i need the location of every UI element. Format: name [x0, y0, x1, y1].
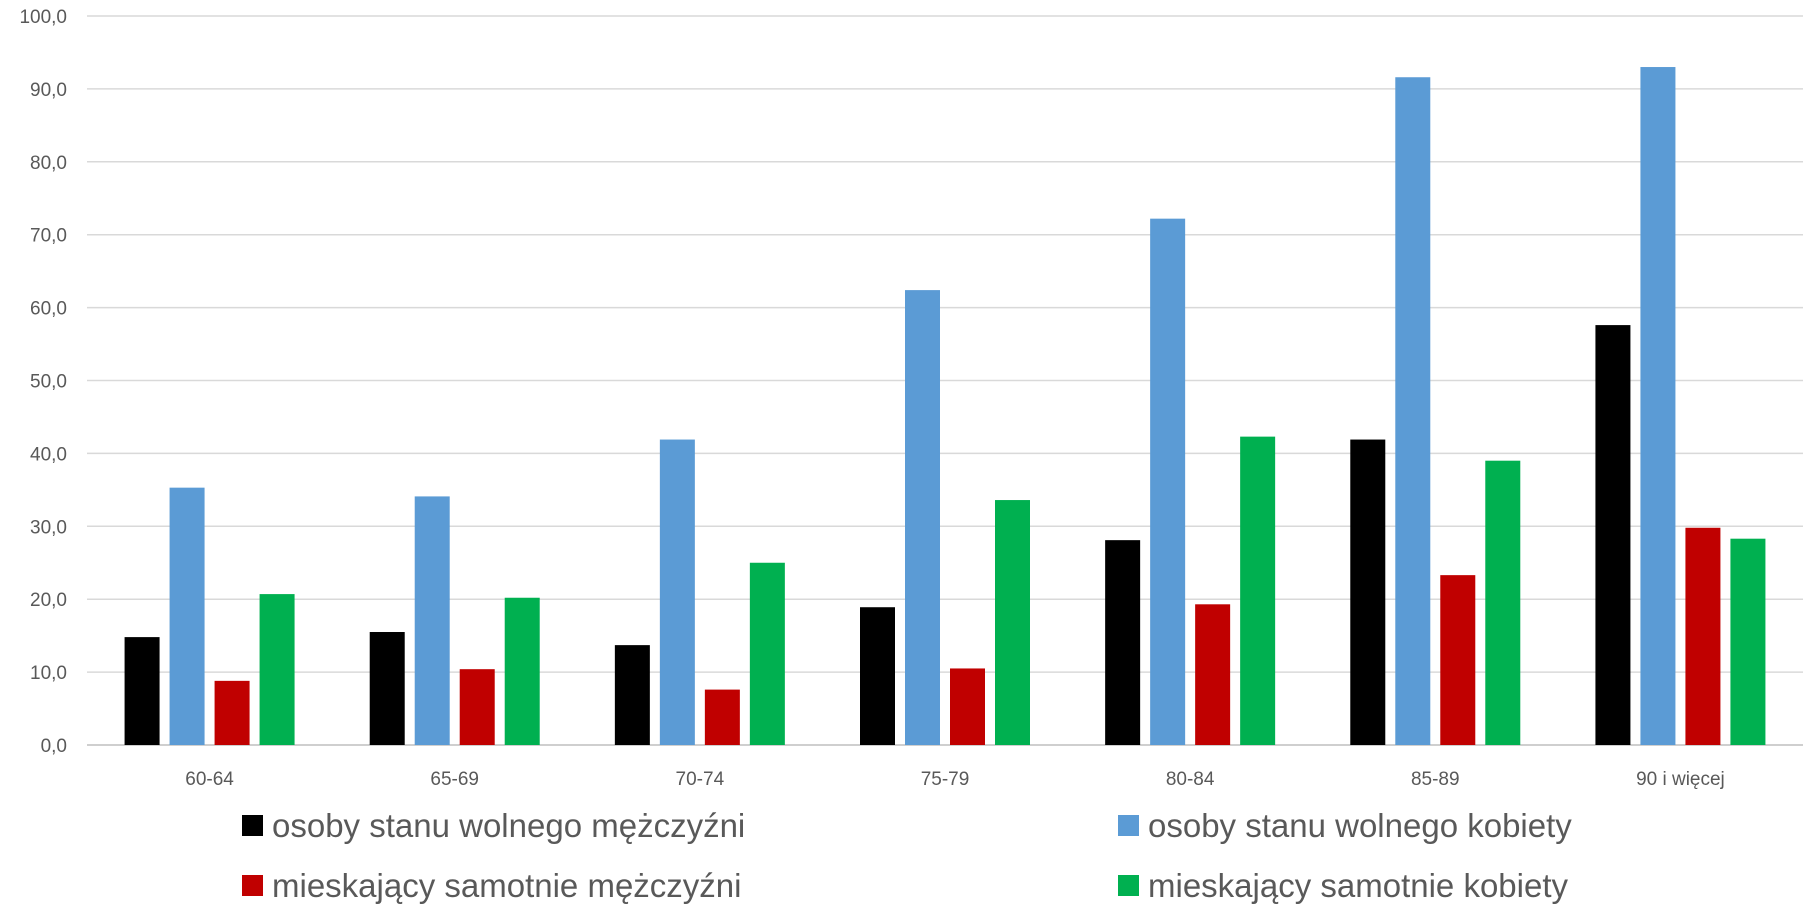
bar-80-84-series-2 [1150, 218, 1186, 746]
bar-60-64-series-2 [169, 487, 205, 745]
x-tick-label: 60-64 [185, 769, 234, 790]
bars [124, 67, 1766, 746]
bar-90-i-więcej-series-1 [1595, 325, 1631, 745]
legend-swatch [1118, 815, 1139, 836]
x-tick-label: 85-89 [1411, 769, 1460, 790]
bar-85-89-series-3 [1440, 575, 1476, 745]
x-tick-label: 90 i więcej [1636, 769, 1725, 790]
bar-65-69-series-1 [369, 632, 405, 745]
bar-85-89-series-2 [1395, 77, 1431, 745]
bar-60-64-series-4 [259, 594, 295, 745]
bar-90-i-więcej-series-4 [1730, 538, 1766, 745]
bar-90-i-więcej-series-3 [1685, 527, 1721, 745]
y-tick-label: 100,0 [19, 7, 67, 28]
legend: osoby stanu wolnego mężczyźni osoby stanu… [242, 807, 1572, 904]
bar-75-79-series-4 [995, 500, 1030, 745]
legend-swatch [242, 875, 263, 896]
bar-60-64-series-3 [214, 680, 250, 745]
bar-80-84-series-4 [1240, 436, 1276, 745]
legend-item: osoby stanu wolnego mężczyźni [242, 807, 745, 844]
bar-85-89-series-1 [1350, 439, 1386, 745]
legend-swatch [242, 815, 263, 836]
bar-70-74-series-2 [659, 439, 695, 745]
bar-90-i-więcej-series-2 [1640, 67, 1676, 745]
bar-85-89-series-4 [1485, 460, 1521, 745]
bar-75-79-series-2 [905, 290, 940, 745]
y-tick-label: 30,0 [30, 517, 67, 538]
bar-80-84-series-1 [1105, 540, 1141, 745]
x-tick-label: 75-79 [921, 769, 970, 790]
bar-60-64-series-1 [124, 637, 160, 745]
legend-label: osoby stanu wolnego mężczyźni [272, 807, 745, 844]
y-tick-label: 0,0 [41, 736, 67, 757]
legend-swatch [1118, 875, 1139, 896]
legend-item: mieskający samotnie mężczyźni [242, 867, 741, 904]
bar-75-79-series-1 [860, 607, 895, 745]
bar-70-74-series-4 [749, 562, 785, 745]
x-tick-label: 65-69 [430, 769, 479, 790]
legend-label: mieskający samotnie mężczyźni [272, 867, 741, 904]
bar-70-74-series-3 [704, 689, 740, 745]
y-tick-label: 40,0 [30, 444, 67, 465]
axes: 0,0 10,0 20,0 30,0 40,0 50,0 60,0 70,0 80,0 90,0 1… [19, 7, 1724, 790]
bar-70-74-series-1 [614, 645, 650, 745]
x-tick-label: 80-84 [1166, 769, 1215, 790]
y-tick-label: 10,0 [30, 663, 67, 684]
y-tick-label: 20,0 [30, 590, 67, 611]
y-tick-label: 50,0 [30, 372, 67, 393]
legend-label: osoby stanu wolnego kobiety [1148, 807, 1572, 844]
x-tick-label: 70-74 [676, 769, 725, 790]
legend-item: osoby stanu wolnego kobiety [1118, 807, 1572, 844]
gridlines [87, 15, 1803, 746]
bar-80-84-series-3 [1195, 604, 1231, 745]
bar-65-69-series-2 [414, 496, 450, 745]
y-tick-label: 80,0 [30, 153, 67, 174]
y-tick-label: 90,0 [30, 80, 67, 101]
legend-item: mieskający samotnie kobiety [1118, 867, 1569, 904]
bar-65-69-series-3 [459, 669, 495, 745]
bar-75-79-series-3 [950, 668, 985, 745]
legend-label: mieskający samotnie kobiety [1148, 867, 1569, 904]
y-tick-label: 60,0 [30, 299, 67, 320]
bar-65-69-series-4 [504, 597, 540, 745]
y-tick-label: 70,0 [30, 226, 67, 247]
